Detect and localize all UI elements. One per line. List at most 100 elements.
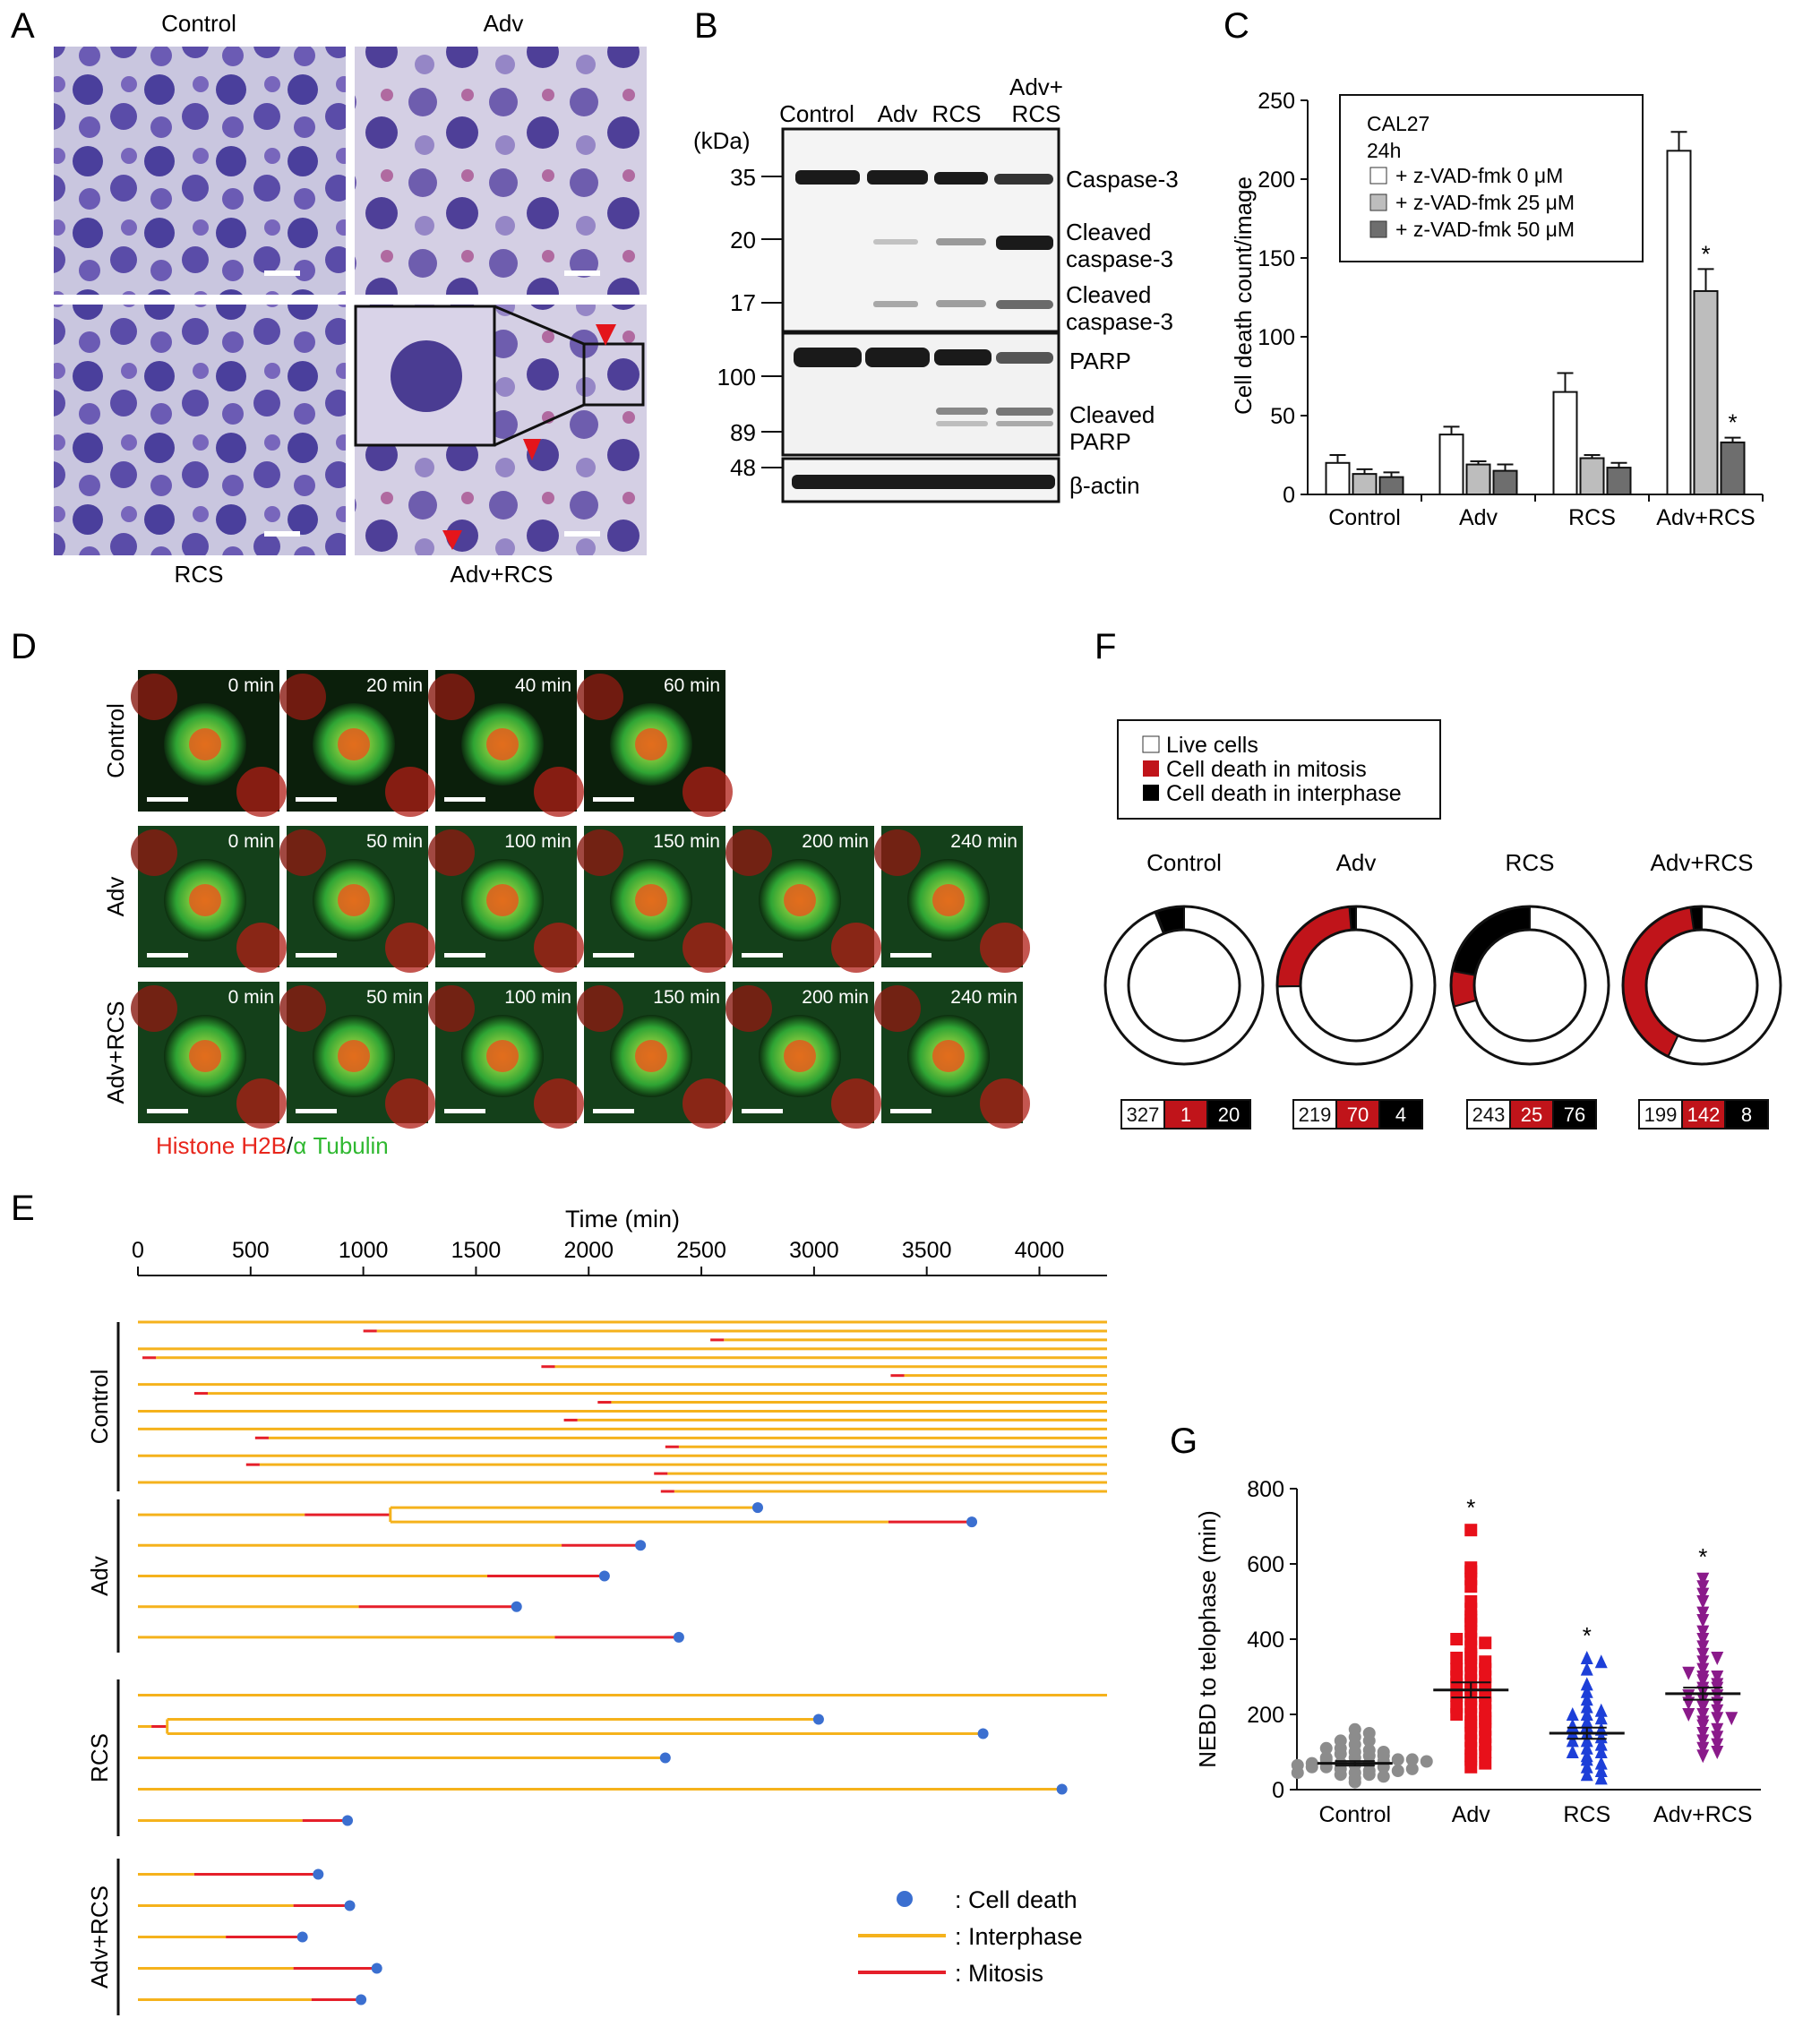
data-point [1580, 1740, 1593, 1755]
scale-bar [564, 531, 600, 537]
data-point [1682, 1708, 1696, 1722]
neighbor-nucleus [874, 985, 921, 1032]
scale-bar [890, 1109, 931, 1113]
legend-interphase-label: : Interphase [955, 1923, 1083, 1950]
data-point [1479, 1746, 1492, 1758]
band-label-cleaved-parp: Cleaved PARP [1069, 401, 1155, 455]
time-label: 200 min [802, 987, 869, 1008]
scale-bar [444, 953, 485, 958]
donut-outline [1103, 905, 1265, 1066]
time-label: 100 min [504, 987, 571, 1008]
time-label: 40 min [515, 675, 571, 696]
scale-bar [147, 1109, 188, 1113]
neighbor-nucleus [428, 829, 475, 876]
legend-swatch-0um [1369, 167, 1387, 185]
data-point [1711, 1722, 1724, 1737]
chart-e-xlabel: Time (min) [565, 1206, 680, 1233]
neighbor-nucleus [725, 829, 772, 876]
blot-caspase3 [781, 127, 1060, 333]
data-point [1711, 1746, 1724, 1759]
marker-89: 89 [730, 419, 756, 446]
bar [1438, 434, 1464, 495]
data-point [1464, 1524, 1478, 1537]
y-tick-label: 400 [1247, 1628, 1284, 1653]
panel-letter-f: F [1095, 627, 1116, 666]
data-point [1696, 1587, 1710, 1602]
count-value: 25 [1521, 1104, 1542, 1126]
cell-death-marker [659, 1752, 671, 1764]
cell-death-marker [356, 1994, 367, 2006]
band-label-caspase3: Caspase-3 [1066, 166, 1179, 193]
donut-hole [1127, 928, 1241, 1043]
stain-green-label: α Tubulin [293, 1132, 389, 1159]
arrowhead-marker [442, 530, 462, 550]
y-tick-label: 0 [1272, 1778, 1284, 1803]
data-point [1594, 1756, 1608, 1770]
scale-bar [742, 1109, 783, 1113]
time-label: 150 min [653, 987, 720, 1008]
panel-letter-c: C [1223, 6, 1249, 46]
data-point [1580, 1677, 1593, 1691]
cell-death-marker [344, 1900, 356, 1911]
legend-swatch-50um [1369, 220, 1387, 238]
marker-100: 100 [717, 364, 756, 391]
cell-death-marker [371, 1963, 382, 1974]
chromatin [932, 884, 965, 916]
neighbor-nucleus [682, 923, 733, 973]
chromatin [486, 1040, 519, 1072]
donut-outline [1621, 905, 1782, 1066]
neighbor-nucleus [385, 1078, 435, 1129]
neighbor-nucleus [534, 923, 584, 973]
data-point [1696, 1572, 1710, 1586]
legend-label-interphase: Cell death in interphase [1166, 781, 1402, 806]
data-point [1594, 1745, 1608, 1758]
panel-letter-g: G [1170, 1421, 1198, 1461]
data-point [1479, 1678, 1492, 1691]
scale-bar [593, 797, 634, 802]
data-point [1566, 1707, 1579, 1721]
count-cell [1163, 1099, 1208, 1129]
arrowhead-marker [596, 324, 616, 346]
x-tick-label: 4000 [1015, 1238, 1065, 1263]
data-point [1696, 1647, 1710, 1662]
legend-swatch-live [1142, 735, 1160, 753]
scale-bar [593, 1109, 634, 1113]
chart-e: 0 500 1000 1500 2000 2500 3000 3500 4000 Control A… [86, 1238, 1107, 2015]
count-value: 219 [1299, 1104, 1332, 1126]
count-value: 199 [1644, 1104, 1678, 1126]
legend-mitosis-label: : Mitosis [955, 1960, 1043, 1987]
data-point [1450, 1652, 1464, 1664]
panel-d: D Control 0 min 20 min 40 min 60 min Adv 0 min… [11, 627, 1030, 1159]
neighbor-nucleus [279, 829, 326, 876]
cell-death-marker [598, 1570, 610, 1582]
chart-c-ylabel: Cell death count/image [1230, 176, 1257, 415]
legend-label-0um: + z-VAD-fmk 0 μM [1395, 164, 1563, 187]
legend-cell-death-marker [897, 1891, 913, 1907]
data-point [1334, 1734, 1347, 1748]
neighbor-nucleus [577, 985, 623, 1032]
group-label: RCS [86, 1733, 113, 1782]
bar [1579, 457, 1605, 495]
data-point [1305, 1756, 1318, 1770]
cell-death-marker [342, 1815, 354, 1826]
y-tick-label: 150 [1258, 246, 1295, 271]
y-tick-label: 200 [1258, 167, 1295, 193]
donut-title: Adv+RCS [1651, 849, 1754, 876]
neighbor-nucleus [385, 767, 435, 817]
data-point [1594, 1711, 1608, 1725]
count-value: 70 [1347, 1104, 1369, 1126]
data-point [1696, 1749, 1710, 1764]
data-point [1479, 1715, 1492, 1729]
x-tick-label: 500 [232, 1238, 270, 1263]
micrograph-label-adv-rcs: Adv+RCS [451, 561, 554, 588]
data-point [1580, 1692, 1593, 1706]
band-label-cleaved-caspase3-17: Cleaved caspase-3 [1066, 281, 1173, 335]
x-tick-label: Adv+RCS [1653, 1802, 1752, 1827]
count-cell [1681, 1099, 1726, 1129]
donut-title: RCS [1506, 849, 1555, 876]
chromatin [486, 728, 519, 760]
data-point [1725, 1712, 1738, 1726]
inset-connector [494, 305, 585, 346]
data-point [1696, 1625, 1710, 1639]
cell-death-marker [1056, 1783, 1068, 1795]
